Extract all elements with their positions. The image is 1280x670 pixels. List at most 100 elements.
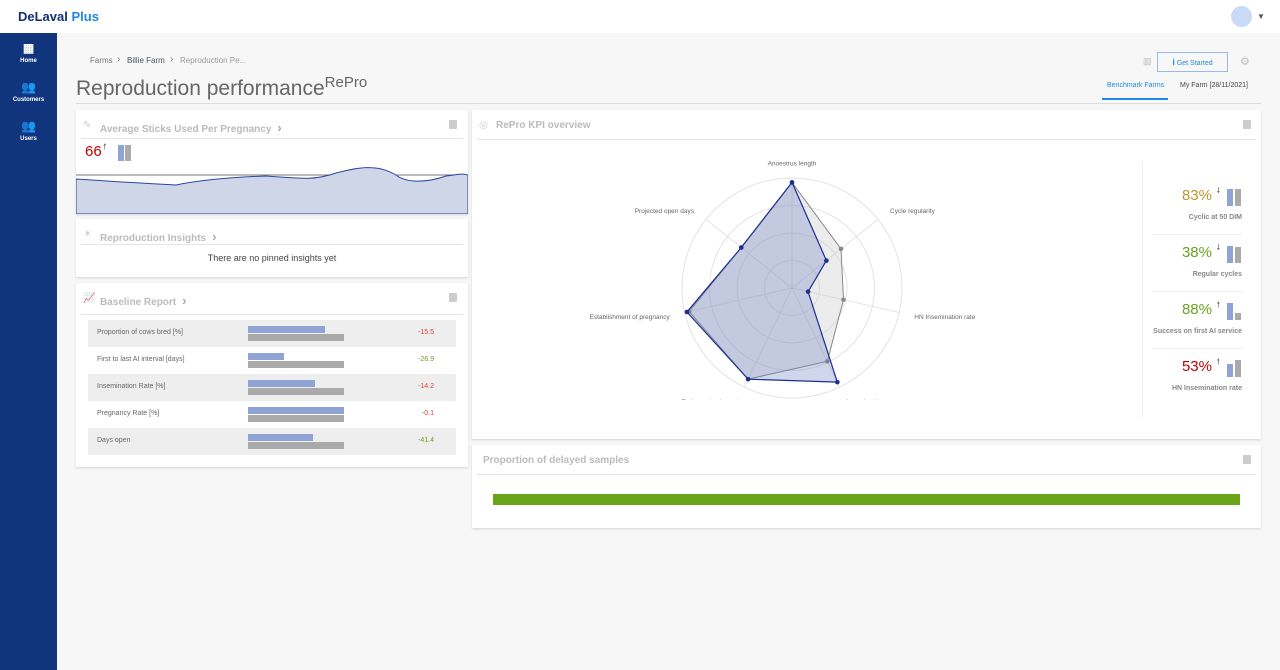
logo[interactable]: DeLaval Plus: [18, 9, 99, 24]
card-title[interactable]: Baseline Report ›: [100, 293, 187, 308]
card-title[interactable]: Reproduction Insights ›: [100, 229, 217, 244]
kpi-label: Regular cycles: [1192, 271, 1242, 278]
sidebar-item-customers[interactable]: 👥 Customers: [0, 80, 57, 103]
arrow-down-icon: 🠗: [1216, 186, 1220, 195]
row-value: -41.4: [418, 437, 434, 444]
kpi-item: 53% 🠕 HN Insemination rate: [1150, 357, 1242, 398]
divider: [477, 139, 1256, 140]
radar-series-0: [686, 181, 839, 383]
arrow-up-icon: 🠕: [1216, 357, 1220, 366]
radar-axis: [743, 287, 793, 388]
radar-point: [835, 379, 840, 385]
chevron-down-icon[interactable]: ▼: [1257, 12, 1265, 21]
row-label: Pregnancy Rate [%]: [97, 410, 160, 417]
card-title: Proportion of delayed samples: [483, 455, 630, 466]
card-title: RePro KPI overview: [496, 120, 591, 131]
gear-icon[interactable]: ⚙: [1240, 56, 1250, 68]
table-row: First to last AI interval [days] -26.9: [88, 347, 456, 374]
people-icon: 👥: [21, 80, 36, 94]
row-value: -26.9: [418, 356, 434, 363]
arrow-down-icon: 🠗: [1216, 243, 1220, 252]
farm-bar: [1227, 364, 1233, 377]
delayed-progress-bar: [493, 494, 1240, 505]
get-started-button[interactable]: i Get Started: [1157, 52, 1228, 72]
kpi-value: 38%: [1181, 244, 1212, 261]
library-icon[interactable]: ▥: [1143, 56, 1152, 66]
radar-axis-label: HN Insemination rate: [914, 314, 975, 321]
radar-axis-label: Projected open days: [635, 208, 695, 215]
tab-benchmark-farms[interactable]: Benchmark Farms: [1107, 82, 1165, 89]
radar-axis: [705, 219, 793, 289]
book-icon[interactable]: [1243, 120, 1251, 129]
divider: [81, 244, 463, 245]
baseline-card: 📈 Baseline Report › Proportion of cows br…: [76, 283, 468, 467]
delayed-progress-fill: [493, 494, 1240, 505]
kpi-value: 88%: [1181, 301, 1212, 318]
radar-axis-label: Establishment of pregnancy: [590, 314, 671, 321]
farm-bar: [248, 434, 314, 441]
radar-point: [841, 297, 846, 303]
radar-axis: [791, 219, 879, 289]
farm-bar: [248, 353, 284, 360]
divider: [81, 314, 463, 315]
kpi-item: 38% 🠗 Regular cycles: [1150, 243, 1242, 284]
sidebar: ▦ Home 👥 Customers 👥 Users: [0, 33, 57, 670]
farm-area: [76, 167, 468, 214]
sticks-sparkline: [76, 167, 468, 214]
sticks-card: ✎ Average Sticks Used Per Pregnancy › 66 …: [76, 110, 468, 214]
bench-bar: [248, 442, 344, 449]
radar-axis-label: Embryo attachment: [681, 399, 738, 400]
book-icon[interactable]: [449, 293, 457, 302]
table-row: Proportion of cows bred [%] -15.5: [88, 320, 456, 347]
radar-point: [824, 258, 829, 263]
sidebar-item-home[interactable]: ▦ Home: [0, 41, 57, 64]
radar-axis: [791, 287, 841, 388]
farm-bar: [118, 145, 124, 161]
book-icon[interactable]: [1243, 455, 1251, 464]
breadcrumb-farm[interactable]: Billie Farm: [127, 56, 165, 65]
bench-bar: [248, 415, 344, 422]
arrow-up-icon: 🠕: [103, 142, 107, 151]
lightbulb-icon: ☀: [83, 229, 92, 240]
info-icon: i: [1172, 57, 1175, 67]
kpi-value: 83%: [1181, 187, 1212, 204]
farm-bar: [1227, 189, 1233, 206]
radar-point: [684, 309, 690, 315]
farm-bar: [248, 407, 344, 414]
bench-bar: [1235, 313, 1241, 320]
table-row: Days open -41.4: [88, 428, 456, 455]
avatar[interactable]: [1231, 6, 1252, 27]
kpi-item: 83% 🠗 Cyclic at 50 DIM: [1150, 186, 1242, 227]
card-title[interactable]: Average Sticks Used Per Pregnancy ›: [100, 120, 282, 135]
kpi-card: ◎ RePro KPI overview: [472, 110, 1261, 439]
row-value: -15.5: [418, 329, 434, 336]
top-bar: DeLaval Plus ▼: [0, 0, 1280, 33]
row-label: Insemination Rate [%]: [97, 383, 166, 390]
table-row: Insemination Rate [%] -14.2: [88, 374, 456, 401]
grid-icon: ▦: [22, 41, 35, 55]
radar-point: [738, 245, 744, 250]
bench-bar: [248, 334, 344, 341]
radar-axis-label: Anoestrus length: [768, 161, 817, 168]
bench-bar: [1235, 360, 1241, 377]
farm-bar: [248, 380, 316, 387]
breadcrumb-farms[interactable]: Farms: [90, 56, 113, 65]
divider: [1142, 162, 1143, 417]
sidebar-item-users[interactable]: 👥 Users: [0, 119, 57, 142]
bench-bar: [125, 145, 131, 161]
radar-point: [805, 289, 811, 294]
chevron-right-icon: ›: [170, 54, 174, 65]
people-icon: 👥: [21, 119, 36, 133]
farm-bar: [1227, 303, 1233, 320]
kpi-label: HN Insemination rate: [1171, 385, 1242, 392]
bench-bar: [248, 361, 344, 368]
gauge-icon: ◎: [479, 120, 488, 131]
row-label: Proportion of cows bred [%]: [97, 329, 183, 336]
book-icon[interactable]: [449, 120, 457, 129]
kpi-bars: [1227, 360, 1242, 377]
row-label: First to last AI interval [days]: [97, 356, 185, 363]
divider: [81, 138, 463, 139]
delayed-card: Proportion of delayed samples: [472, 445, 1261, 528]
kpi-value: 53%: [1181, 358, 1212, 375]
tab-my-farm[interactable]: My Farm [28/11/2021]: [1180, 82, 1248, 89]
